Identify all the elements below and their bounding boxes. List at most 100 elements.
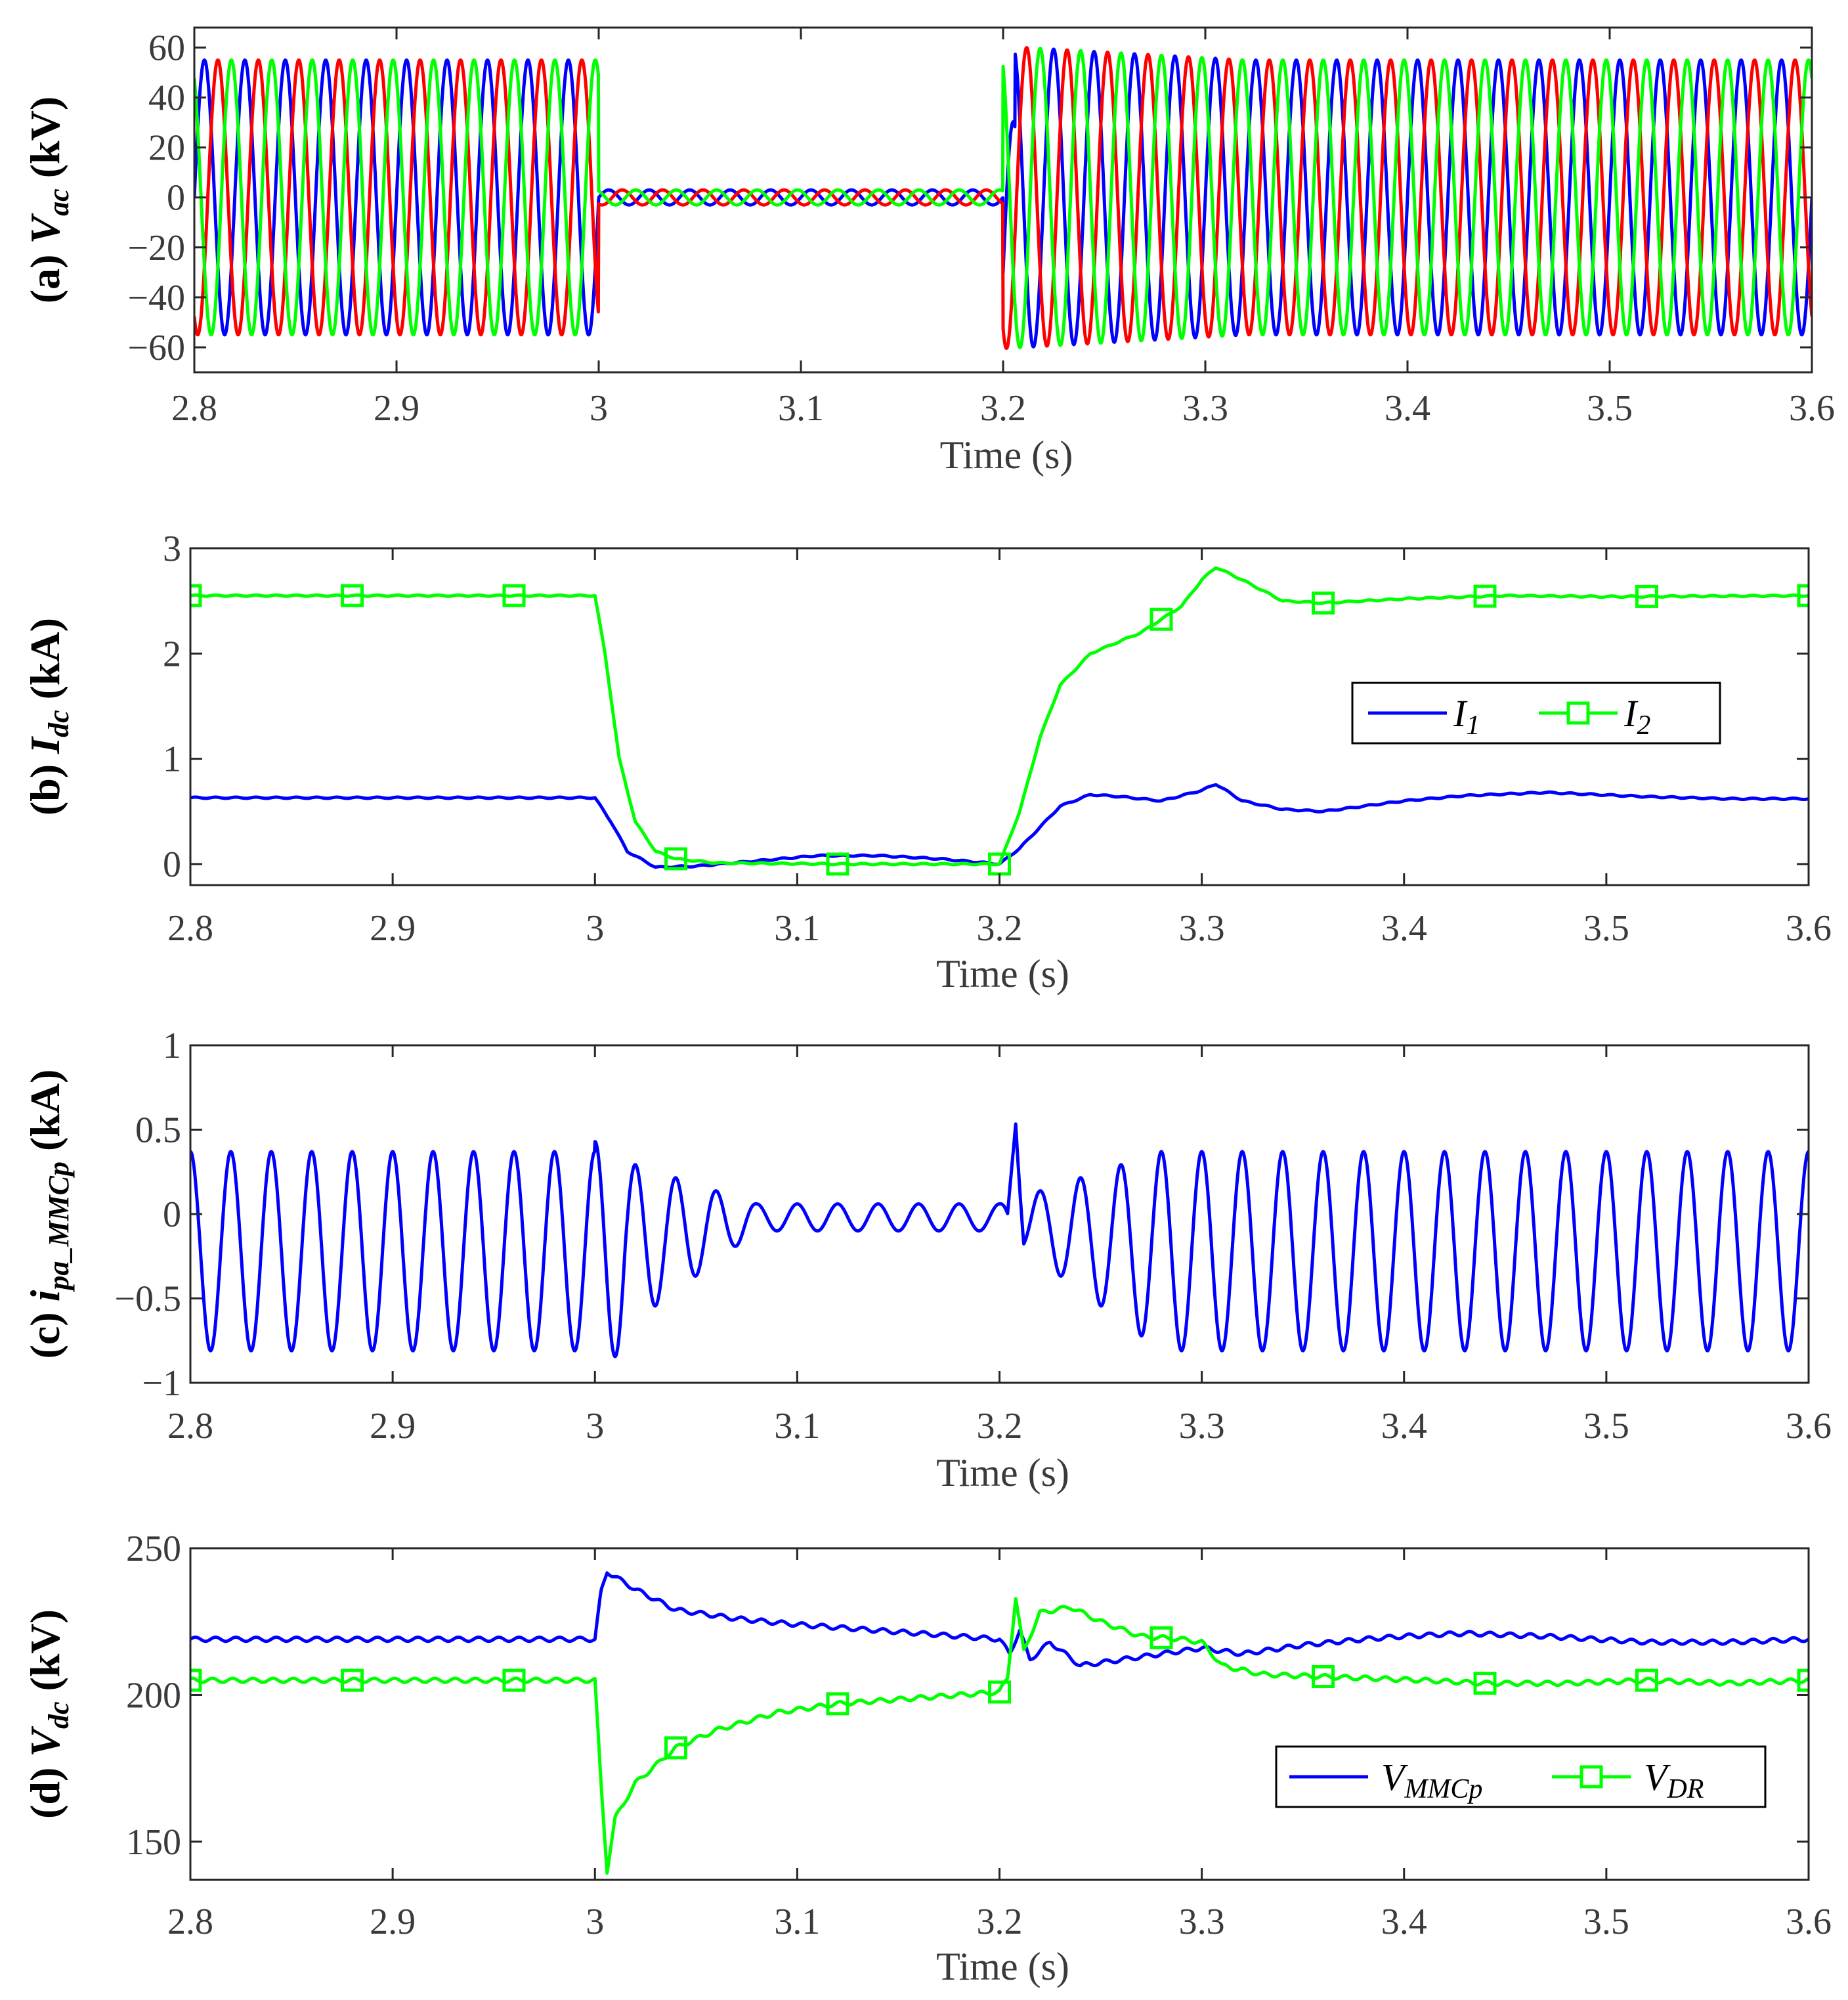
y-tick-label: −40 bbox=[127, 278, 185, 318]
x-tick-label: 3 bbox=[586, 908, 604, 949]
y-axis-subscript: ac bbox=[43, 188, 75, 216]
legend-marker bbox=[1579, 1765, 1603, 1789]
x-tick-label: 3.4 bbox=[1385, 388, 1430, 429]
y-axis-title: (b) Idc (kA) bbox=[22, 618, 75, 815]
legend: VMMCp VDR bbox=[1275, 1745, 1767, 1808]
axes-frame bbox=[189, 1547, 1810, 1881]
y-axis-subscript: dc bbox=[43, 1702, 75, 1729]
x-tick-label: 3.2 bbox=[977, 1902, 1023, 1942]
series-line-phase-c bbox=[194, 47, 1812, 349]
y-axis-title: (c) ipa_MMCp (kA) bbox=[22, 1070, 75, 1359]
y-tick-label: 3 bbox=[163, 529, 181, 569]
y-axis-title: (a) Vac (kV) bbox=[22, 97, 75, 303]
x-tick-label: 3 bbox=[590, 388, 608, 429]
legend-symbol: V bbox=[1644, 1756, 1671, 1798]
series-line-mmcp bbox=[190, 1571, 1809, 1668]
y-axis-subscript: dc bbox=[43, 710, 75, 737]
x-tick-label: 3.1 bbox=[774, 908, 820, 949]
x-tick-label: 2.9 bbox=[370, 1406, 416, 1446]
y-axis-title: (d) Vdc (kV) bbox=[22, 1609, 75, 1819]
legend-symbol: V bbox=[1381, 1756, 1409, 1798]
series-marker bbox=[190, 584, 202, 607]
y-axis-symbol: i bbox=[22, 1290, 68, 1301]
x-axis-title: Time (s) bbox=[936, 1451, 1069, 1494]
x-tick-label: 2.8 bbox=[167, 1902, 213, 1942]
legend-marker bbox=[1566, 701, 1590, 725]
series-marker bbox=[988, 1680, 1011, 1704]
panel-b: 2.8 2.9 3 3.1 3.2 3.3 3.4 3.5 3.6 0 1 2 3 Time (s) (b)… bbox=[22, 529, 1832, 995]
y-axis-unit: (kA) bbox=[22, 618, 68, 710]
y-tick-label: −0.5 bbox=[114, 1279, 181, 1320]
series-marker bbox=[826, 1692, 849, 1716]
legend-label: I1 bbox=[1453, 692, 1480, 741]
panel-a: 2.8 2.9 3 3.1 3.2 3.3 3.4 3.5 3.6 60 40 20 0 −20 −40 −6… bbox=[22, 26, 1835, 477]
series-marker bbox=[1797, 1668, 1809, 1692]
legend-subscript: 2 bbox=[1637, 710, 1650, 741]
series-marker bbox=[341, 1668, 364, 1692]
x-tick-label: 2.9 bbox=[374, 388, 419, 429]
x-tick-label: 3.6 bbox=[1789, 388, 1835, 429]
series-line-phase-b bbox=[194, 46, 1812, 350]
y-tick-label: −1 bbox=[142, 1363, 181, 1404]
series-marker bbox=[664, 847, 687, 871]
legend-symbol: I bbox=[1623, 692, 1639, 735]
legend-label: I2 bbox=[1623, 692, 1650, 741]
y-axis-unit: (kV) bbox=[22, 1609, 68, 1701]
series-marker bbox=[341, 584, 364, 607]
x-tick-label: 3.4 bbox=[1381, 908, 1427, 949]
x-tick-label: 3.5 bbox=[1583, 1902, 1629, 1942]
y-axis-unit: (kV) bbox=[22, 97, 68, 188]
y-axis-subscript: pa_MMCp bbox=[43, 1162, 75, 1293]
y-axis-panel-label: (b) bbox=[22, 754, 68, 815]
legend: I1 I2 bbox=[1351, 682, 1721, 745]
y-axis-panel-label: (d) bbox=[22, 1757, 68, 1819]
x-tick-label: 3.1 bbox=[774, 1406, 820, 1446]
y-tick-label: 0 bbox=[163, 844, 181, 885]
x-axis-title: Time (s) bbox=[936, 1945, 1069, 1988]
legend-symbol: I bbox=[1453, 692, 1468, 735]
legend-subscript: MMCp bbox=[1404, 1774, 1482, 1804]
x-tick-label: 3.3 bbox=[1179, 908, 1225, 949]
x-tick-label: 3.1 bbox=[778, 388, 824, 429]
x-axis-title: Time (s) bbox=[940, 433, 1073, 477]
plot-area bbox=[190, 566, 1809, 876]
x-tick-label: 3.3 bbox=[1179, 1406, 1225, 1446]
y-tick-label: 0 bbox=[163, 1194, 181, 1235]
x-tick-label: 3.5 bbox=[1587, 388, 1633, 429]
plot-area bbox=[194, 46, 1812, 350]
x-tick-label: 3.4 bbox=[1381, 1902, 1427, 1942]
y-tick-label: 40 bbox=[148, 78, 185, 119]
x-axis-title: Time (s) bbox=[936, 952, 1069, 995]
series-marker bbox=[826, 852, 849, 876]
x-tick-label: 3.4 bbox=[1381, 1406, 1427, 1446]
x-tick-label: 2.8 bbox=[167, 908, 213, 949]
y-axis-symbol: I bbox=[22, 736, 68, 754]
x-tick-label: 3.3 bbox=[1182, 388, 1228, 429]
series-marker bbox=[1150, 607, 1173, 631]
y-tick-label: 200 bbox=[126, 1675, 181, 1716]
y-tick-label: −20 bbox=[127, 228, 185, 269]
series-marker bbox=[1312, 591, 1335, 615]
plot-area bbox=[190, 1571, 1809, 1875]
series-marker bbox=[502, 1668, 526, 1692]
series-marker bbox=[1635, 584, 1658, 608]
y-axis-unit: (kA) bbox=[22, 1070, 68, 1162]
legend-label: VDR bbox=[1644, 1756, 1704, 1804]
x-tick-label: 2.9 bbox=[370, 908, 416, 949]
y-tick-label: 2 bbox=[163, 634, 181, 674]
y-tick-label: 20 bbox=[148, 128, 185, 169]
y-tick-label: 150 bbox=[126, 1822, 181, 1863]
y-tick-label: −60 bbox=[127, 328, 185, 368]
x-tick-label: 3.2 bbox=[977, 1406, 1023, 1446]
y-tick-label: 60 bbox=[148, 28, 185, 68]
y-tick-label: 1 bbox=[163, 739, 181, 780]
legend-subscript: DR bbox=[1666, 1774, 1704, 1804]
y-axis-panel-label: (c) bbox=[22, 1301, 68, 1359]
x-tick-label: 3.5 bbox=[1583, 1406, 1629, 1446]
series-marker bbox=[664, 1736, 687, 1760]
y-axis-symbol: V bbox=[22, 213, 68, 244]
series-line-2 bbox=[190, 566, 1809, 867]
x-tick-label: 3.6 bbox=[1786, 1406, 1832, 1446]
series-marker bbox=[1797, 584, 1809, 607]
series-marker bbox=[1473, 1672, 1497, 1695]
